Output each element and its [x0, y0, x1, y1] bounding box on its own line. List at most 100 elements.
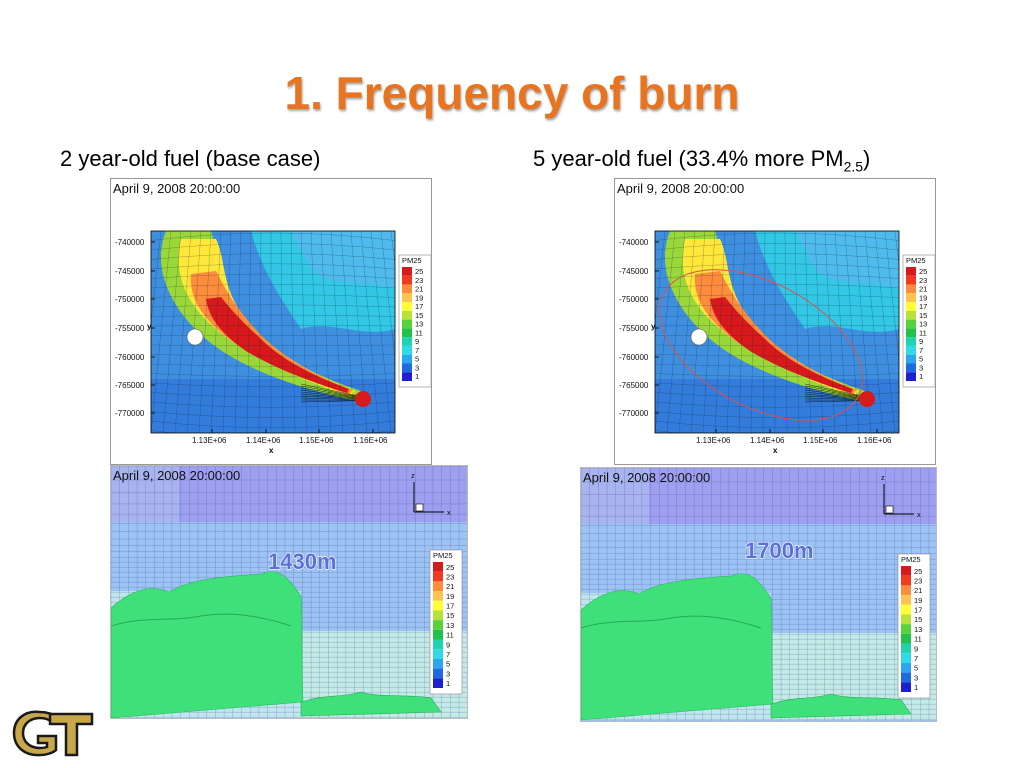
legend-value: 15: [919, 311, 927, 320]
upper-layer-region: [649, 468, 936, 524]
plume-shading: [581, 615, 762, 629]
right-caption-subscript: 2.5: [843, 158, 864, 175]
legend-swatch: [402, 345, 412, 355]
plan-view-left: April 9, 2008 20:00:00 -740000 -745000 -750…: [110, 178, 432, 465]
mesh-line-horizontal: [655, 411, 899, 418]
legend-swatch: [901, 653, 911, 663]
legend-title: PM25: [433, 551, 453, 560]
axis-z-label: z: [881, 473, 885, 482]
legend-value: 3: [446, 669, 450, 678]
upper-layer-region: [179, 466, 467, 522]
mesh-line-horizontal: [655, 232, 899, 241]
mesh-line-vertical: [655, 231, 666, 325]
legend-value: 7: [415, 346, 419, 355]
legend-value: 9: [446, 640, 450, 649]
vertical-view-right: April 9, 2008 20:00:00 z x 1700m PM25 25 23 21 1…: [580, 467, 937, 722]
legend-swatch: [433, 610, 443, 621]
mesh-line-horizontal: [151, 344, 395, 346]
mesh-line-horizontal: [655, 231, 899, 232]
mesh-line-horizontal: [655, 263, 899, 270]
legend-value: 11: [415, 328, 423, 337]
legend-value: 1: [446, 679, 450, 688]
plume-shading: [111, 613, 292, 627]
mesh-line-horizontal: [655, 314, 899, 317]
legend-value: 11: [446, 631, 454, 640]
legend-value: 21: [914, 586, 922, 595]
fire-source-marker: [355, 391, 371, 407]
fire-source-marker: [859, 391, 875, 407]
ground-plume: [300, 691, 442, 717]
legend-value: 15: [415, 311, 423, 320]
legend-swatch: [433, 629, 443, 640]
mesh-line-vertical: [702, 231, 716, 433]
legend-value: 17: [914, 606, 922, 615]
plume-orange: [694, 271, 856, 395]
legend-value: 9: [415, 337, 419, 346]
legend-swatch: [906, 310, 916, 320]
right-caption-main: 5 year-old fuel (33.4% more PM: [533, 146, 844, 171]
vertical-view-left: April 9, 2008 20:00:00 z x 1430m PM25 25 23 21 1…: [110, 465, 468, 719]
mesh-line-vertical: [300, 231, 308, 433]
legend-title: PM25: [901, 555, 921, 564]
legend-swatch: [433, 668, 443, 679]
legend-value: 23: [914, 576, 922, 585]
legend-value: 9: [919, 337, 923, 346]
mesh-dense-line: [300, 393, 364, 400]
mesh-line-vertical: [370, 231, 392, 433]
legend-value: 13: [919, 320, 927, 329]
x-tick-label: 1.15E+06: [299, 436, 334, 445]
plume-height-label: 1430m: [268, 549, 337, 574]
mesh-line-horizontal: [151, 253, 395, 260]
legend-swatch: [901, 575, 911, 586]
x-tick-label: 1.15E+06: [803, 436, 838, 445]
legend-swatch: [402, 328, 412, 338]
mesh-line-horizontal: [655, 273, 899, 279]
mesh-line-vertical: [151, 231, 172, 433]
x-tick-label: 1.16E+06: [857, 436, 892, 445]
mesh-line-horizontal: [655, 253, 899, 260]
mesh-line-vertical: [360, 231, 380, 433]
mesh-line-horizontal: [655, 243, 899, 251]
legend-swatch: [901, 624, 911, 634]
mesh-line-vertical: [280, 231, 284, 433]
legend-value: 7: [919, 346, 923, 355]
legend-swatch: [906, 302, 916, 311]
legend-swatch: [402, 310, 412, 320]
y-tick-label: -755000: [619, 324, 649, 333]
legend-swatch: [402, 267, 412, 276]
receptor-marker: [690, 328, 708, 346]
y-axis-label: y: [651, 322, 656, 331]
y-tick-label: -765000: [115, 381, 145, 390]
legend-value: 19: [914, 596, 922, 605]
mesh-line-horizontal: [151, 273, 395, 279]
legend-swatch: [906, 284, 916, 294]
legend-value: 1: [919, 372, 923, 381]
y-axis-label: y: [147, 322, 152, 331]
legend-value: 25: [415, 267, 423, 276]
legend-value: 3: [415, 363, 419, 372]
legend-value: 13: [914, 625, 922, 634]
legend-value: 9: [914, 644, 918, 653]
smoke-plume: [581, 573, 774, 721]
legend-swatch: [433, 620, 443, 630]
mesh-line-horizontal: [151, 382, 395, 387]
axis-origin-box: [885, 505, 894, 514]
x-tick-label: 1.14E+06: [750, 436, 785, 445]
mesh-dense-line: [804, 387, 868, 398]
mesh-line-vertical: [762, 231, 766, 433]
mesh-line-horizontal: [151, 231, 395, 232]
legend-swatch: [433, 639, 443, 650]
x-tick-label: 1.13E+06: [696, 436, 731, 445]
legend-value: 3: [914, 673, 918, 682]
right-caption: 5 year-old fuel (33.4% more PM2.5): [533, 146, 870, 174]
mesh-line-vertical: [234, 231, 242, 433]
mesh-line-vertical: [864, 231, 884, 433]
legend-value: 19: [446, 592, 454, 601]
mesh-line-horizontal: [151, 420, 395, 428]
legend-swatch: [901, 662, 911, 673]
y-tick-label: -760000: [115, 353, 145, 362]
right-caption-end: ): [863, 146, 871, 171]
plot-frame: [654, 230, 900, 434]
